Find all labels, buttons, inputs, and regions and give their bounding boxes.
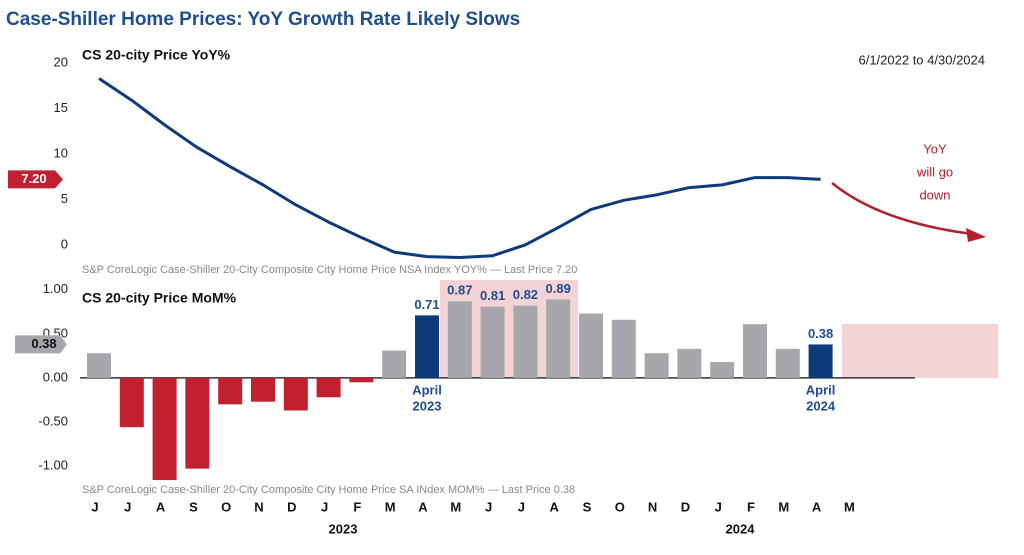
forecast-region (842, 324, 998, 378)
year-label: 2024 (726, 521, 756, 536)
bar-annotation: April (806, 382, 836, 397)
bar (218, 377, 243, 405)
bar (743, 324, 767, 378)
y-tick-label: -0.50 (38, 413, 68, 428)
panel-title: CS 20-city Price YoY% (82, 47, 231, 63)
arrowhead (966, 228, 986, 242)
bar-annotation: 2023 (413, 398, 442, 413)
last-value-tag (8, 170, 63, 189)
bar (152, 377, 177, 481)
title: Case-Shiller Home Prices: YoY Growth Rat… (6, 9, 520, 30)
bar (611, 319, 636, 378)
bar (119, 377, 144, 428)
bar (579, 313, 603, 378)
x-tick-label: A (156, 499, 166, 514)
x-tick-label: A (550, 499, 560, 514)
annotation: down (919, 187, 950, 202)
y-tick-label: 10 (54, 145, 68, 160)
data-label: 0.89 (546, 281, 571, 296)
x-tick-label: M (778, 499, 789, 514)
x-tick-label: M (844, 499, 855, 514)
x-tick-label: D (287, 499, 296, 514)
x-tick-label: N (254, 499, 263, 514)
annotation: YoY (923, 141, 947, 156)
bar (251, 377, 275, 402)
x-tick-label: S (583, 499, 592, 514)
source-note: S&P CoreLogic Case-Shiller 20-City Compo… (82, 484, 575, 496)
bar (513, 305, 538, 378)
x-tick-label: J (124, 499, 131, 514)
bar-annotation: April (412, 382, 442, 397)
x-tick-label: J (321, 499, 328, 514)
x-tick-label: J (518, 499, 525, 514)
x-tick-label: O (615, 499, 625, 514)
bar (283, 377, 308, 411)
last-value-label: 7.20 (21, 171, 46, 186)
x-tick-label: M (385, 499, 396, 514)
data-label: 0.87 (447, 283, 472, 298)
x-tick-label: F (747, 499, 755, 514)
y-tick-label: 15 (54, 100, 68, 115)
y-tick-label: 20 (54, 55, 68, 70)
panel-title: CS 20-city Price MoM% (82, 290, 237, 306)
arrow (831, 182, 973, 236)
bar (185, 377, 210, 469)
x-tick-label: D (681, 499, 690, 514)
data-label: 0.81 (480, 288, 505, 303)
x-tick-label: M (450, 499, 461, 514)
y-tick-label: -1.00 (38, 457, 68, 472)
x-tick-label: S (189, 499, 198, 514)
x-tick-label: J (91, 499, 98, 514)
x-tick-label: N (648, 499, 657, 514)
bar (546, 299, 571, 378)
bar (415, 315, 439, 378)
data-label: 0.82 (513, 287, 538, 302)
year-label: 2023 (329, 521, 358, 536)
bar (87, 353, 111, 378)
last-value-tag (15, 335, 67, 354)
x-tick-label: J (715, 499, 722, 514)
bar (447, 301, 472, 378)
bar (349, 377, 374, 383)
y-tick-label: 0 (61, 236, 68, 251)
y-tick-label: 0.00 (43, 369, 68, 384)
bar (382, 350, 407, 378)
y-tick-label: 1.00 (43, 281, 68, 296)
x-tick-label: J (485, 499, 492, 514)
bar (480, 306, 505, 378)
date-range: 6/1/2022 to 4/30/2024 (858, 52, 985, 67)
bar (644, 353, 669, 378)
x-tick-label: A (418, 499, 428, 514)
bar (316, 377, 341, 398)
x-tick-label: A (812, 499, 822, 514)
y-tick-label: 5 (61, 191, 68, 206)
data-label: 0.38 (808, 326, 833, 341)
yoy-line (98, 77, 821, 260)
x-tick-label: F (353, 499, 361, 514)
last-value-label: 0.38 (31, 336, 56, 351)
source-note: S&P CoreLogic Case-Shiller 20-City Compo… (82, 264, 577, 276)
bar (710, 362, 735, 378)
bar-annotation: 2024 (806, 398, 836, 413)
data-label: 0.71 (414, 297, 439, 312)
x-tick-label: O (221, 499, 231, 514)
bar (775, 348, 800, 378)
annotation: will go (916, 164, 953, 179)
bar (677, 348, 702, 378)
bar (808, 344, 833, 378)
